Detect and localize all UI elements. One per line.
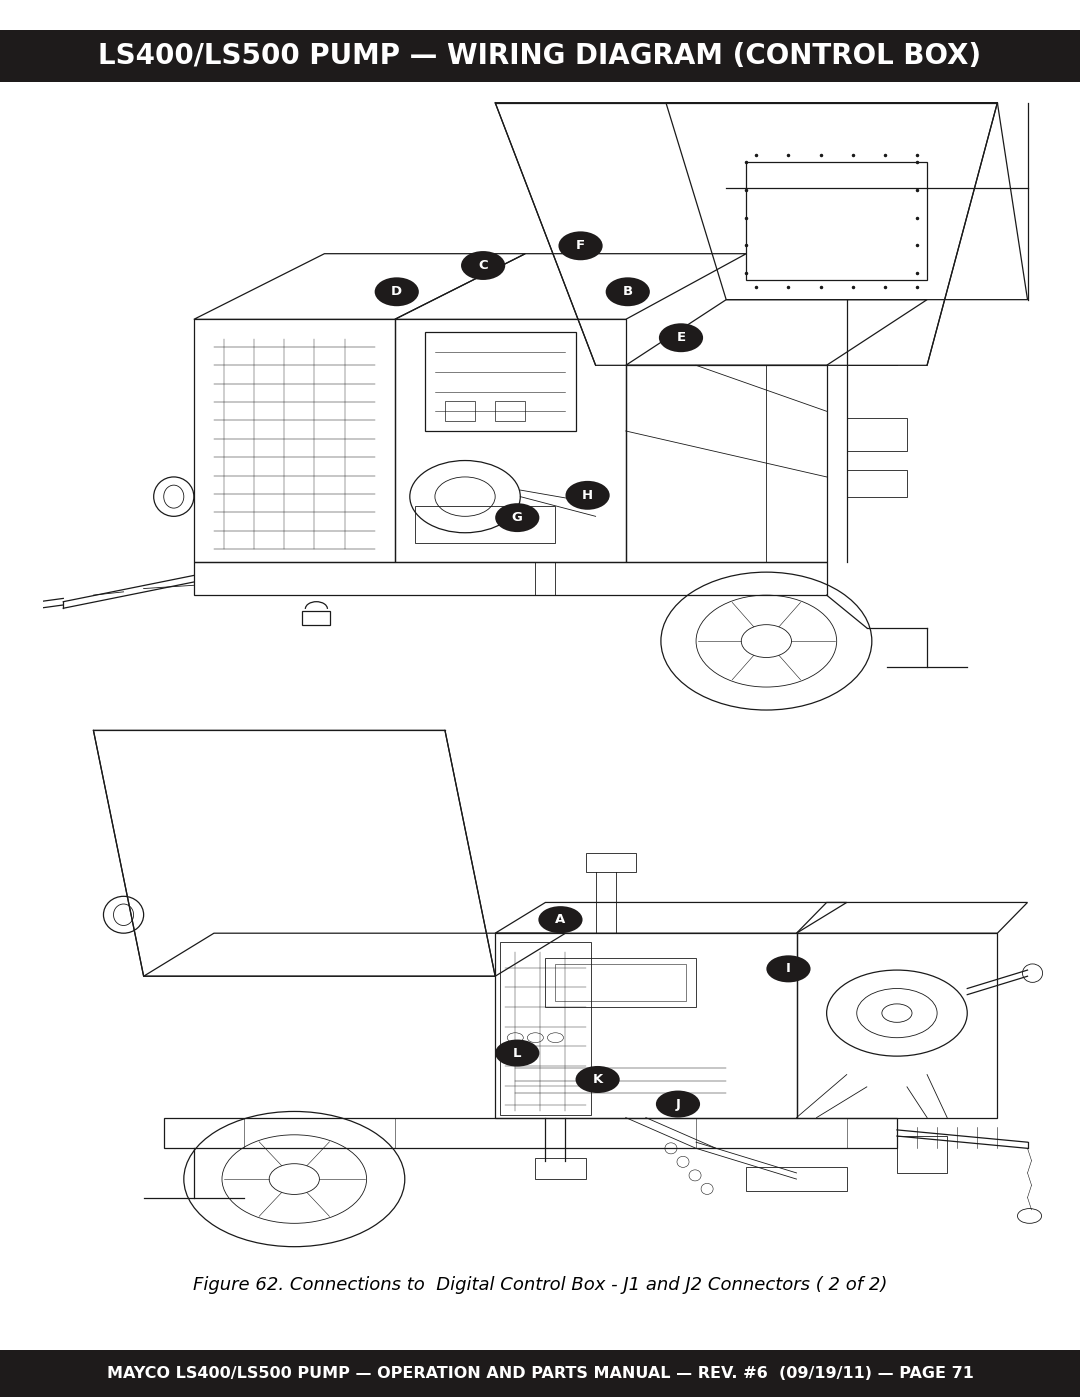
Bar xyxy=(445,401,475,420)
Circle shape xyxy=(767,956,811,982)
Circle shape xyxy=(656,1091,700,1118)
Bar xyxy=(496,401,525,420)
Text: H: H xyxy=(582,489,593,502)
Text: LS400/LS500 PUMP — WIRING DIAGRAM (CONTROL BOX): LS400/LS500 PUMP — WIRING DIAGRAM (CONTR… xyxy=(98,42,982,70)
Bar xyxy=(545,958,697,1007)
Bar xyxy=(302,610,330,626)
Text: J: J xyxy=(676,1098,680,1111)
Circle shape xyxy=(659,323,703,352)
Bar xyxy=(424,332,576,432)
Text: I: I xyxy=(786,963,791,975)
Circle shape xyxy=(576,1066,620,1092)
Bar xyxy=(536,1158,585,1179)
Text: D: D xyxy=(391,285,403,299)
Text: G: G xyxy=(512,511,523,524)
Bar xyxy=(847,418,907,451)
Bar xyxy=(847,471,907,497)
Text: F: F xyxy=(576,239,585,253)
Bar xyxy=(0,1350,1080,1397)
Circle shape xyxy=(538,907,582,933)
Circle shape xyxy=(496,503,539,532)
Circle shape xyxy=(558,232,603,260)
Text: MAYCO LS400/LS500 PUMP — OPERATION AND PARTS MANUAL — REV. #6  (09/19/11) — PAGE: MAYCO LS400/LS500 PUMP — OPERATION AND P… xyxy=(107,1366,973,1382)
Text: K: K xyxy=(593,1073,603,1085)
Text: C: C xyxy=(478,258,488,272)
Text: B: B xyxy=(623,285,633,299)
Bar xyxy=(555,964,686,1000)
Bar xyxy=(897,1136,947,1173)
Bar xyxy=(0,29,1080,82)
Text: Figure 62. Connections to  Digital Control Box - J1 and J2 Connectors ( 2 of 2): Figure 62. Connections to Digital Contro… xyxy=(193,1275,887,1294)
Circle shape xyxy=(461,251,505,279)
Bar xyxy=(746,162,927,279)
Bar xyxy=(746,1166,847,1192)
Text: E: E xyxy=(676,331,686,344)
Circle shape xyxy=(375,278,419,306)
Circle shape xyxy=(566,481,610,510)
Text: A: A xyxy=(555,914,566,926)
Circle shape xyxy=(496,1039,539,1066)
Bar xyxy=(585,854,636,872)
Text: L: L xyxy=(513,1046,522,1059)
Circle shape xyxy=(606,278,650,306)
Bar xyxy=(415,507,555,542)
Bar xyxy=(500,943,591,1115)
